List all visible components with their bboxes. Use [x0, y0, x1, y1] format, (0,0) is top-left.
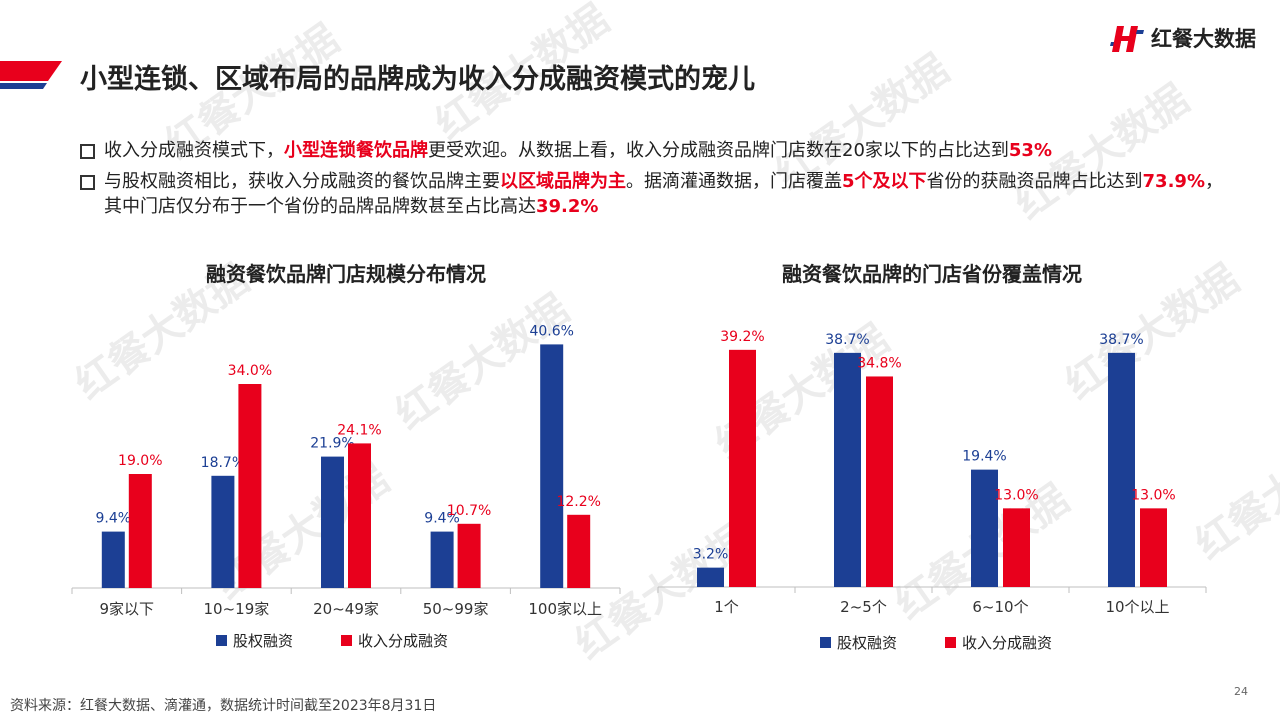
bullet-text: 与股权融资相比，获收入分成融资的餐饮品牌主要以区域品牌为主。据滴灌通数据，门店覆…: [104, 171, 1223, 217]
data-label: 19.0%: [118, 453, 162, 469]
data-label: 38.7%: [825, 332, 869, 348]
legend-swatch-red: [341, 635, 353, 646]
legend-item-revenue-share: 收入分成融资: [945, 632, 1052, 653]
data-label: 40.6%: [529, 323, 573, 339]
bullet-item: 与股权融资相比，获收入分成融资的餐饮品牌主要以区域品牌为主。据滴灌通数据，门店覆…: [80, 169, 1230, 219]
data-label: 21.9%: [310, 436, 354, 452]
data-label: 38.7%: [1099, 332, 1143, 348]
legend-province-coverage: 股权融资 收入分成融资: [820, 632, 1052, 653]
data-label: 13.0%: [994, 487, 1038, 503]
checkbox-square-icon: [80, 144, 95, 159]
bar: [1003, 508, 1030, 587]
bar: [1108, 352, 1135, 587]
data-label: 12.2%: [556, 494, 600, 510]
bar: [211, 475, 235, 588]
bar: [971, 469, 998, 587]
data-label: 3.2%: [693, 547, 729, 563]
bar: [729, 349, 756, 587]
x-tick-label: 10个以上: [1105, 598, 1169, 616]
bar: [1140, 508, 1167, 587]
legend-item-equity: 股权融资: [820, 632, 897, 653]
checkbox-square-icon: [80, 175, 95, 190]
bar: [238, 384, 262, 588]
source-note: 资料来源：红餐大数据、滴灌通，数据统计时间截至2023年8月31日: [10, 698, 437, 714]
bar: [834, 352, 861, 587]
bar: [457, 523, 481, 588]
data-label: 13.0%: [1131, 487, 1175, 503]
page-title: 小型连锁、区域布局的品牌成为收入分成融资模式的宠儿: [80, 64, 755, 95]
logo-h-icon: [1110, 26, 1144, 52]
key-findings: 收入分成融资模式下，小型连锁餐饮品牌更受欢迎。从数据上看，收入分成融资品牌门店数…: [80, 138, 1230, 225]
x-tick-label: 6~10个: [972, 598, 1028, 616]
chart-title-province-coverage: 融资餐饮品牌的门店省份覆盖情况: [782, 262, 1082, 286]
data-label: 34.8%: [857, 355, 901, 371]
legend-item-equity: 股权融资: [216, 630, 293, 651]
page-number: 24: [1234, 685, 1248, 698]
x-tick-label: 9家以下: [100, 600, 155, 618]
data-label: 18.7%: [201, 455, 245, 471]
bar: [697, 567, 724, 587]
logo-text: 红餐大数据: [1151, 27, 1256, 51]
bar: [101, 531, 125, 588]
x-tick-label: 1个: [714, 598, 739, 616]
x-tick-label: 10~19家: [204, 600, 270, 618]
bar: [540, 344, 564, 588]
chart-title-store-scale: 融资餐饮品牌门店规模分布情况: [206, 262, 486, 286]
brand-logo: 红餐大数据: [1107, 22, 1256, 54]
x-tick-label: 20~49家: [313, 600, 379, 618]
bar: [866, 376, 893, 587]
legend-store-scale: 股权融资 收入分成融资: [216, 630, 448, 651]
bar: [321, 456, 344, 588]
data-label: 9.4%: [424, 511, 460, 527]
x-tick-label: 100家以上: [528, 600, 602, 618]
data-label: 39.2%: [720, 329, 764, 345]
legend-swatch-red: [945, 637, 957, 648]
data-label: 9.4%: [96, 511, 132, 527]
legend-swatch-blue: [216, 635, 227, 646]
data-label: 19.4%: [962, 449, 1006, 465]
data-label: 34.0%: [228, 363, 272, 379]
bar: [567, 514, 591, 588]
bar: [430, 531, 454, 588]
bar: [348, 443, 371, 588]
bullet-text: 收入分成融资模式下，小型连锁餐饮品牌更受欢迎。从数据上看，收入分成融资品牌门店数…: [104, 140, 1052, 161]
data-label: 10.7%: [447, 503, 491, 519]
bullet-item: 收入分成融资模式下，小型连锁餐饮品牌更受欢迎。从数据上看，收入分成融资品牌门店数…: [80, 138, 1230, 163]
data-label: 24.1%: [337, 422, 381, 438]
x-tick-label: 2~5个: [840, 598, 887, 616]
legend-swatch-blue: [820, 637, 831, 648]
legend-item-revenue-share: 收入分成融资: [341, 630, 448, 651]
x-tick-label: 50~99家: [423, 600, 489, 618]
bar: [128, 474, 152, 588]
title-accent-bar: [0, 61, 62, 89]
